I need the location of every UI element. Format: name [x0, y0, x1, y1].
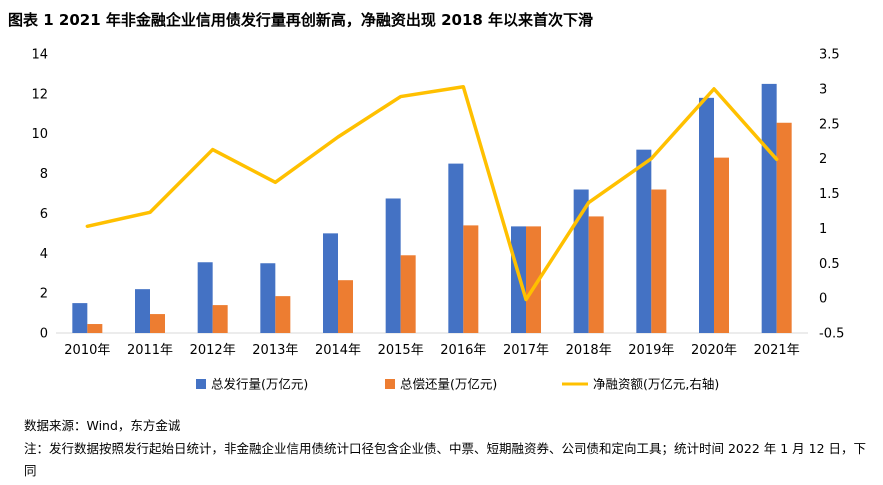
bars-group	[72, 83, 792, 333]
y-right-tick-label: 3.5	[819, 48, 840, 63]
figure-title: 图表 1 2021 年非金融企业信用债发行量再创新高，净融资出现 2018 年以…	[8, 11, 594, 29]
x-tick-label: 2018年	[566, 343, 612, 358]
legend-label: 净融资额(万亿元,右轴)	[593, 377, 719, 392]
y-right-tick-label: 1.5	[819, 187, 840, 202]
repayment-bar	[87, 324, 103, 333]
x-tick-label: 2010年	[64, 343, 110, 358]
legend-swatch	[196, 379, 206, 389]
y-right-tick-label: 1	[819, 222, 827, 237]
issuance-bar	[636, 149, 652, 333]
y-right-tick-label: 2	[819, 152, 827, 167]
repayment-bar	[275, 296, 291, 333]
legend-label: 总偿还量(万亿元)	[400, 377, 497, 392]
x-tick-label: 2021年	[754, 343, 800, 358]
repayment-bar	[212, 305, 228, 333]
x-tick-label: 2015年	[378, 343, 424, 358]
issuance-bar	[260, 263, 276, 333]
x-axis-ticks: 2010年 2011年 2012年 2013年 2014年 2015年 2016年 2017年…	[64, 343, 799, 358]
repayment-bar	[526, 226, 541, 333]
y-left-tick-label: 12	[31, 87, 48, 102]
y-left-tick-label: 8	[40, 167, 48, 182]
right-axis-ticks: -0.5 0 0.5 1 1.5 2 2.5 3 3.5	[819, 48, 844, 342]
net-financing-line-group	[85, 85, 779, 302]
x-tick-label: 2016年	[440, 343, 486, 358]
y-right-tick-label: 2.5	[819, 117, 840, 132]
repayment-bar	[776, 122, 792, 333]
repayment-bar	[714, 157, 729, 333]
y-left-tick-label: 6	[40, 207, 48, 222]
legend: 总发行量(万亿元) 总偿还量(万亿元) 净融资额(万亿元,右轴)	[196, 377, 719, 392]
x-tick-label: 2011年	[127, 343, 173, 358]
legend-swatch	[385, 379, 395, 389]
x-tick-label: 2013年	[252, 343, 298, 358]
repayment-bar	[463, 225, 479, 333]
y-left-tick-label: 4	[40, 247, 48, 262]
y-right-tick-label: -0.5	[819, 327, 844, 342]
repayment-bar	[651, 189, 667, 333]
issuance-bar	[761, 83, 777, 333]
y-left-tick-label: 14	[31, 48, 48, 63]
y-right-tick-label: 0	[819, 292, 827, 307]
x-tick-label: 2017年	[503, 343, 549, 358]
y-left-tick-label: 10	[31, 127, 48, 142]
repayment-bar	[400, 255, 416, 333]
issuance-bar	[385, 198, 401, 333]
x-tick-label: 2020年	[691, 343, 737, 358]
legend-label: 总发行量(万亿元)	[211, 377, 308, 392]
repayment-bar	[150, 314, 165, 333]
issuance-bar	[72, 303, 88, 333]
issuance-bar	[323, 233, 338, 333]
y-right-tick-label: 3	[819, 82, 827, 97]
note-text: 注：发行数据按照发行起始日统计，非金融企业信用债统计口径包含企业债、中票、短期融…	[24, 441, 867, 478]
net-financing-line	[85, 85, 779, 302]
issuance-bar	[699, 97, 714, 333]
x-tick-label: 2012年	[190, 343, 236, 358]
y-left-tick-label: 0	[40, 327, 48, 342]
x-tick-label: 2014年	[315, 343, 361, 358]
issuance-bar	[135, 289, 150, 333]
x-tick-label: 2019年	[628, 343, 674, 358]
left-axis-ticks: 0 2 4 6 8 10 12 14	[31, 48, 48, 342]
y-right-tick-label: 0.5	[819, 257, 840, 272]
source-text: 数据来源：Wind，东方金诚	[24, 418, 181, 433]
repayment-bar	[338, 280, 353, 333]
issuance-bar	[573, 189, 589, 333]
issuance-bar	[448, 163, 464, 333]
issuance-bar	[197, 262, 213, 333]
repayment-bar	[588, 216, 604, 333]
y-left-tick-label: 2	[40, 287, 48, 302]
